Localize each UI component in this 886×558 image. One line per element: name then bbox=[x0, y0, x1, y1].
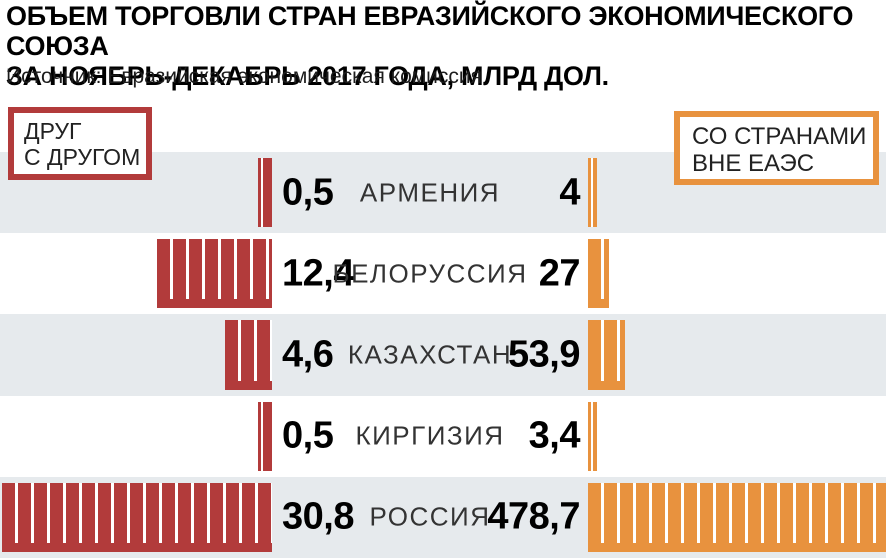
page-title-line2: ЗА НОЯБРЬ-ДЕКАБРЬ 2017 ГОДА, МЛРД ДОЛ. bbox=[6, 61, 609, 91]
legend-internal-trade: ДРУГ С ДРУГОМ bbox=[8, 107, 152, 180]
internal-trade-bar bbox=[258, 158, 272, 228]
country-label: АРМЕНИЯ bbox=[359, 177, 501, 208]
external-trade-value: 478,7 bbox=[487, 495, 580, 538]
internal-trade-value: 30,8 bbox=[282, 495, 354, 538]
external-trade-bar bbox=[588, 401, 597, 471]
external-trade-bar bbox=[588, 158, 597, 228]
legend-external-trade: СО СТРАНАМИ ВНЕ ЕАЭС bbox=[674, 111, 879, 185]
legend-internal-line2: С ДРУГОМ bbox=[24, 144, 141, 170]
external-trade-bar bbox=[588, 320, 626, 390]
external-trade-bar bbox=[588, 239, 609, 309]
external-trade-value: 27 bbox=[538, 252, 581, 295]
country-row: 30,8 РОССИЯ 478,7 bbox=[0, 476, 886, 558]
internal-trade-value: 12,4 bbox=[282, 252, 354, 295]
internal-trade-value: 0,5 bbox=[282, 414, 334, 457]
external-trade-value: 3,4 bbox=[528, 414, 581, 457]
internal-trade-value: 4,6 bbox=[282, 333, 334, 376]
internal-trade-bar bbox=[224, 320, 272, 390]
external-trade-value: 4 bbox=[559, 171, 580, 214]
page-title: ОБЪЕМ ТОРГОВЛИ СТРАН ЕВРАЗИЙСКОГО ЭКОНОМ… bbox=[6, 1, 886, 91]
internal-trade-value: 0,5 bbox=[282, 171, 334, 214]
external-trade-bar bbox=[588, 482, 886, 553]
country-row: 0,5 КИРГИЗИЯ 3,4 bbox=[0, 396, 886, 477]
internal-trade-bar bbox=[258, 401, 272, 471]
internal-trade-bar bbox=[2, 482, 272, 553]
legend-external-line2: ВНЕ ЕАЭС bbox=[692, 150, 815, 177]
country-label: БЕЛОРУССИЯ bbox=[332, 258, 528, 289]
internal-trade-bar bbox=[157, 239, 272, 309]
page-title-line1: ОБЪЕМ ТОРГОВЛИ СТРАН ЕВРАЗИЙСКОГО ЭКОНОМ… bbox=[6, 1, 854, 61]
legend-external-line1: СО СТРАНАМИ bbox=[692, 123, 867, 150]
country-label: КИРГИЗИЯ bbox=[355, 420, 505, 451]
country-label: РОССИЯ bbox=[369, 501, 491, 532]
external-trade-value: 53,9 bbox=[508, 333, 580, 376]
chart-rows: 0,5 АРМЕНИЯ 4 12,4 БЕЛОРУССИЯ 27 4,6 КАЗАХСТАН 5… bbox=[0, 152, 886, 558]
country-label: КАЗАХСТАН bbox=[347, 339, 513, 370]
legend-internal-line1: ДРУГ bbox=[24, 118, 82, 144]
country-row: 12,4 БЕЛОРУССИЯ 27 bbox=[0, 233, 886, 314]
source-note: Источник: Евразийская экономическая коми… bbox=[6, 65, 483, 88]
country-row: 4,6 КАЗАХСТАН 53,9 bbox=[0, 314, 886, 396]
